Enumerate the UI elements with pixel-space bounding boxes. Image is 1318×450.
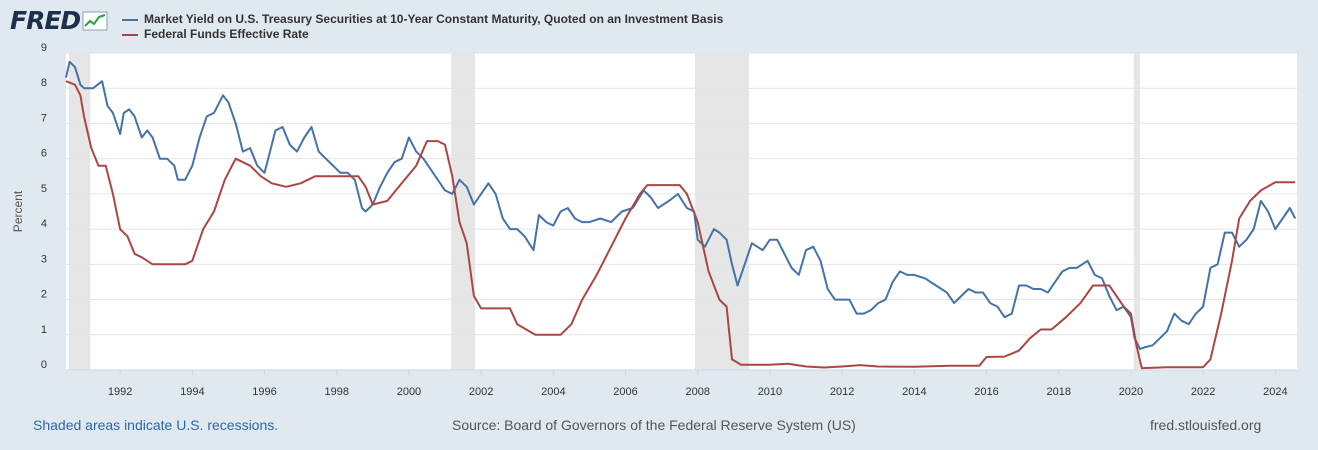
x-tick-label-2014: 2014 [902, 386, 926, 398]
legend-swatch-fed-funds [122, 33, 138, 36]
legend-swatch-treasury-10y [122, 18, 138, 21]
recession-band-2 [694, 53, 750, 370]
recession-band-1 [451, 53, 476, 370]
legend-item-fed-funds: Federal Funds Effective Rate [122, 27, 723, 42]
x-tick-label-2010: 2010 [758, 386, 782, 398]
recession-band-0 [68, 53, 91, 370]
x-tick-label-2002: 2002 [469, 386, 493, 398]
x-tick-label-2006: 2006 [613, 386, 637, 398]
recession-band-3 [1133, 53, 1140, 370]
y-tick-label-6: 6 [41, 148, 47, 160]
source-text: Source: Board of Governors of the Federa… [452, 417, 856, 433]
y-tick-label-4: 4 [41, 218, 47, 230]
x-tick-label-1992: 1992 [108, 386, 132, 398]
x-tick-label-1998: 1998 [325, 386, 349, 398]
y-axis-label: Percent [11, 190, 25, 232]
line-chart[interactable]: 0 1 2 3 4 5 6 7 8 9 1992 1994 1996 1998 2000 2002 2004 2… [0, 0, 1318, 400]
legend-label-fed-funds: Federal Funds Effective Rate [144, 27, 309, 41]
y-tick-label-1: 1 [41, 324, 47, 336]
x-tick-label-2012: 2012 [830, 386, 854, 398]
y-tick-label-5: 5 [41, 183, 47, 195]
x-tick-label-2018: 2018 [1046, 386, 1070, 398]
y-tick-label-9: 9 [41, 42, 47, 54]
x-tick-label-2004: 2004 [541, 386, 565, 398]
x-tick-label-1996: 1996 [252, 386, 276, 398]
y-tick-label-7: 7 [41, 112, 47, 124]
recession-note-link[interactable]: Shaded areas indicate U.S. recessions. [33, 417, 279, 433]
fred-logo[interactable]: FRED [10, 6, 108, 35]
x-tick-label-2016: 2016 [974, 386, 998, 398]
series-line-1 [65, 80, 1296, 370]
y-tick-label-8: 8 [41, 77, 47, 89]
chart-legend: Market Yield on U.S. Treasury Securities… [122, 12, 723, 42]
x-tick-label-2020: 2020 [1119, 386, 1143, 398]
x-tick-label-2008: 2008 [686, 386, 710, 398]
recession-shading [68, 53, 1140, 370]
x-tick-label-2000: 2000 [397, 386, 421, 398]
y-tick-label-0: 0 [41, 359, 47, 371]
x-tick-label-2022: 2022 [1191, 386, 1215, 398]
chart-line-icon [82, 11, 108, 30]
series-line-0 [65, 60, 1297, 350]
y-tick-label-3: 3 [41, 253, 47, 265]
x-tick-label-1994: 1994 [180, 386, 204, 398]
x-tick-label-2024: 2024 [1263, 386, 1287, 398]
series-lines [65, 60, 1297, 370]
plot-area [66, 53, 1297, 370]
legend-label-treasury-10y: Market Yield on U.S. Treasury Securities… [144, 12, 724, 26]
fred-site-link[interactable]: fred.stlouisfed.org [1150, 417, 1262, 433]
x-axis-ticks: 1992 1994 1996 1998 2000 2002 2004 2006 2008 2010… [66, 369, 1297, 398]
legend-item-treasury-10y: Market Yield on U.S. Treasury Securities… [122, 12, 723, 27]
y-tick-label-2: 2 [41, 289, 47, 301]
gridlines [66, 52, 1297, 336]
y-axis-ticks: 0 1 2 3 4 5 6 7 8 9 [41, 42, 47, 371]
logo-text: FRED [10, 6, 81, 35]
